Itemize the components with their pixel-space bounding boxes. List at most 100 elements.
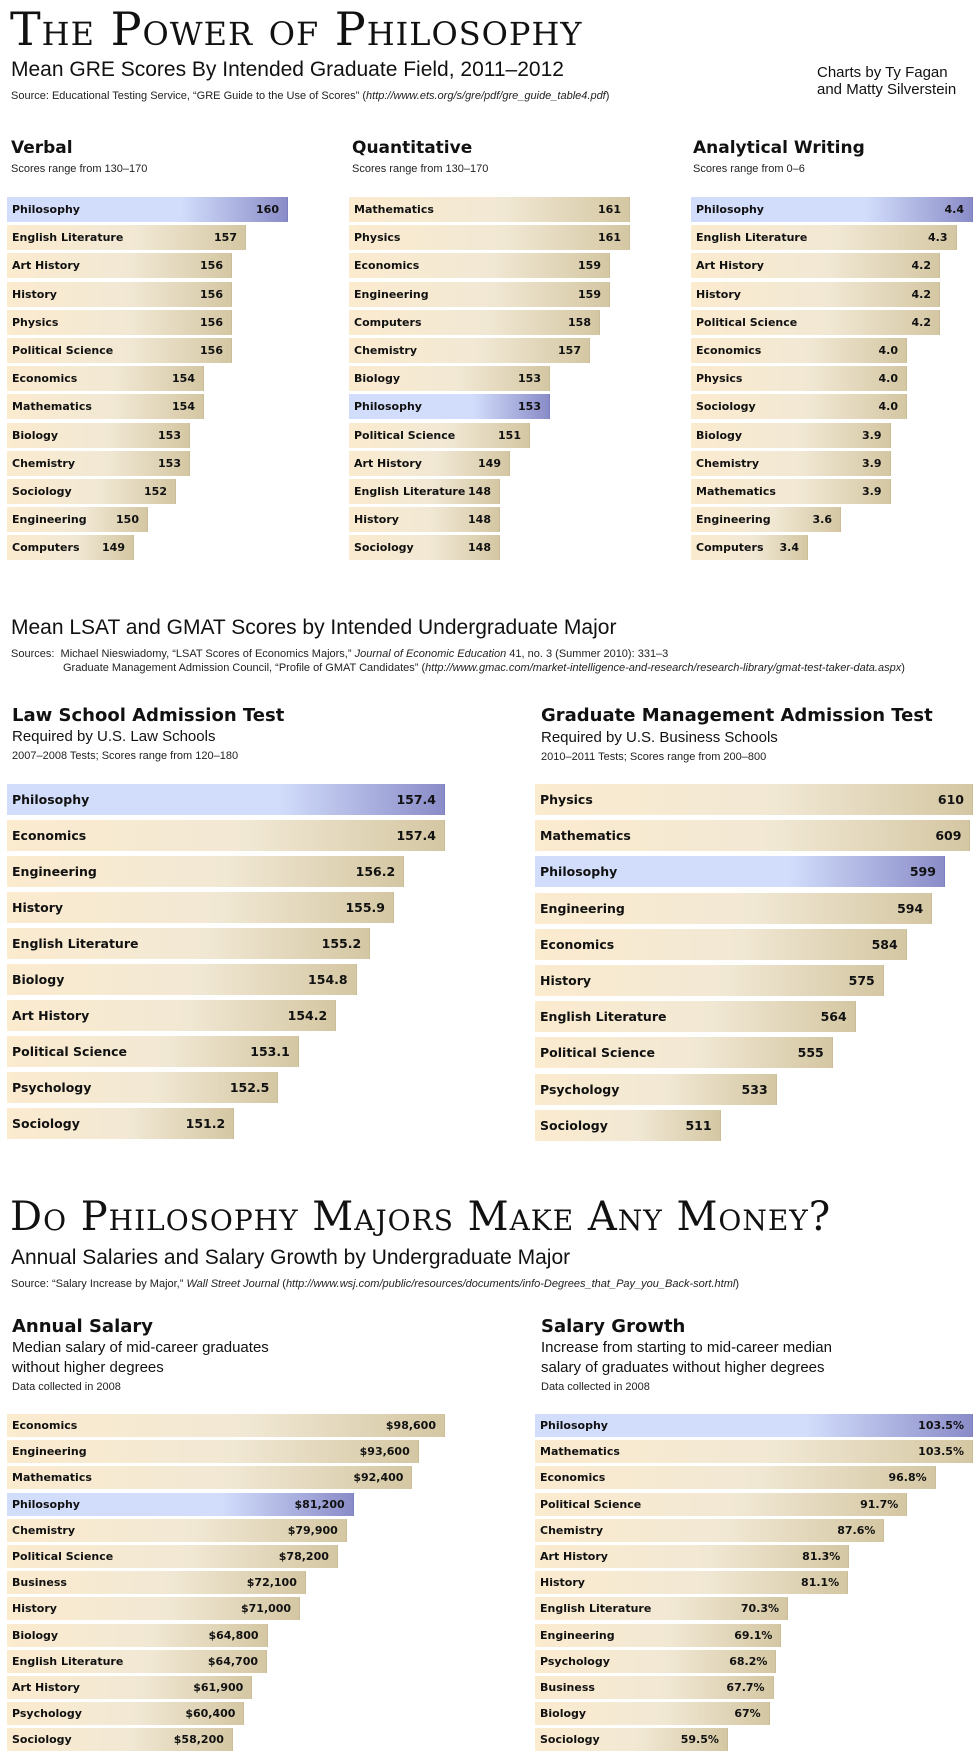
aw-bar: Economics 4.0	[691, 338, 907, 363]
lsat-bar-label: Political Science	[12, 1044, 128, 1059]
quant-bar-value: 161	[598, 231, 621, 245]
verbal-bar-value: 156	[200, 259, 223, 273]
source2-url[interactable]: http://www.gmac.com/market-intelligence-…	[425, 662, 902, 675]
gmat-bar-value: 584	[871, 936, 898, 952]
source-line-2: Graduate Management Admission Council, “…	[11, 661, 905, 675]
growth-bar: Economics 96.8%	[535, 1466, 936, 1490]
aw-title: Analytical Writing	[693, 138, 865, 158]
verbal-bar-label: Physics	[12, 315, 59, 329]
quant-title: Quantitative	[352, 138, 473, 158]
gmat-chart: Physics 610 Mathematics 609 Philosophy 599 Eng…	[535, 784, 975, 1144]
verbal-bar: Philosophy 160	[7, 197, 288, 222]
gmat-title: Graduate Management Admission Test	[541, 705, 933, 726]
aw-bar-label: Philosophy	[696, 203, 764, 216]
salary-title: Annual Salary	[12, 1316, 153, 1337]
gre-subtitle: Mean GRE Scores By Intended Graduate Fie…	[11, 58, 564, 81]
gmat-bar-label: Political Science	[540, 1045, 656, 1061]
gre-source-url[interactable]: http://www.ets.org/s/gre/pdf/gre_guide_t…	[366, 90, 606, 102]
verbal-bar: Political Science 156	[7, 338, 232, 363]
lsat-bar: Economics 157.4	[7, 820, 445, 851]
verbal-bar-value: 160	[256, 203, 279, 216]
growth-bar-label: Mathematics	[540, 1445, 620, 1459]
salary-source-url[interactable]: http://www.wsj.com/public/resources/docu…	[285, 1278, 736, 1290]
salary-desc: Median salary of mid-career graduates wi…	[12, 1338, 269, 1378]
lsat-bar-value: 151.2	[185, 1116, 226, 1131]
lsat-bar-label: Psychology	[12, 1080, 92, 1095]
verbal-chart: Philosophy 160 English Literature 157 Art Hi…	[7, 197, 327, 567]
lsat-bar-label: Sociology	[12, 1116, 80, 1131]
quant-desc: Scores range from 130–170	[352, 163, 489, 175]
growth-desc: Increase from starting to mid-career med…	[541, 1338, 832, 1378]
source2-suffix: )	[901, 662, 905, 675]
verbal-bar-label: Sociology	[12, 485, 72, 498]
quant-bar-label: English Literature	[354, 485, 466, 498]
verbal-bar-value: 156	[200, 344, 223, 357]
source1-suffix: 41, no. 3 (Summer 2010): 331–3	[506, 648, 669, 660]
aw-bar-label: Mathematics	[696, 485, 776, 498]
growth-note: Data collected in 2008	[541, 1381, 650, 1393]
quant-bar-value: 148	[468, 541, 491, 555]
quant-bar: Chemistry 157	[349, 338, 590, 363]
lsat-bar: Psychology 152.5	[7, 1072, 279, 1103]
lsat-bar-value: 156.2	[355, 864, 396, 879]
aw-bar-label: Engineering	[696, 513, 771, 527]
salary-bar-label: Psychology	[12, 1707, 82, 1721]
lsat-bar-label: History	[12, 900, 64, 915]
lsat-bar: Philosophy 157.4	[7, 784, 445, 815]
verbal-bar-value: 152	[144, 485, 167, 498]
growth-bar: Mathematics 103.5%	[535, 1440, 973, 1464]
gmat-bar-value: 594	[897, 900, 924, 916]
money-title: Do Philosophy Majors Make Any Money?	[10, 1194, 832, 1240]
lsat-bar-label: Art History	[12, 1008, 90, 1023]
quant-bar: Biology 153	[349, 366, 550, 392]
lsat-bar-value: 157.4	[396, 828, 436, 843]
growth-bar-label: Philosophy	[540, 1419, 608, 1432]
gmat-bar-value: 511	[685, 1117, 712, 1133]
aw-bar-value: 3.9	[862, 456, 882, 470]
quant-bar-value: 148	[468, 513, 491, 527]
lsat-title: Law School Admission Test	[12, 705, 285, 726]
salary-bar-label: History	[12, 1602, 57, 1616]
verbal-bar-label: History	[12, 287, 57, 301]
growth-bar-value: 70.3%	[740, 1602, 780, 1616]
salary-bar: Economics $98,600	[7, 1414, 445, 1437]
salary-bar-label: Sociology	[12, 1733, 72, 1747]
growth-bar: Engineering 69.1%	[535, 1623, 782, 1647]
salary-bar: English Literature $64,700	[7, 1649, 268, 1673]
salary-bar-label: Biology	[12, 1628, 59, 1642]
growth-bar-label: Psychology	[540, 1654, 610, 1668]
salary-bar-label: Philosophy	[12, 1497, 80, 1511]
quant-bar: Philosophy 153	[349, 394, 550, 420]
salary-bar-label: Political Science	[12, 1550, 114, 1563]
salary-source-prefix: Source: “Salary Increase by Major,”	[11, 1278, 187, 1290]
lsat-bar-label: English Literature	[12, 936, 139, 951]
gmat-bar: Psychology 533	[535, 1073, 777, 1105]
aw-bar-value: 4.4	[944, 203, 965, 216]
salary-bar: Sociology $58,200	[7, 1728, 233, 1752]
salary-bar-label: Mathematics	[12, 1471, 92, 1485]
sources-label: Sources:	[11, 648, 55, 660]
aw-bar-value: 3.9	[862, 428, 882, 442]
aw-bar: Computers 3.4	[691, 535, 808, 561]
salary-bar-label: Art History	[12, 1681, 80, 1694]
growth-bar-label: Biology	[540, 1707, 587, 1721]
verbal-bar-label: English Literature	[12, 231, 124, 245]
aw-bar-label: Physics	[696, 372, 743, 386]
growth-bar-value: 96.8%	[888, 1471, 927, 1485]
lsat-bar: English Literature 155.2	[7, 928, 371, 959]
aw-bar: Mathematics 3.9	[691, 479, 891, 504]
gmat-bar-label: Economics	[540, 936, 615, 952]
salary-bar-value: $71,000	[240, 1602, 292, 1616]
gre-source-suffix: )	[605, 90, 610, 102]
gmat-bar-value: 609	[935, 828, 962, 844]
verbal-title: Verbal	[11, 138, 73, 158]
verbal-bar: Biology 153	[7, 422, 190, 448]
aw-bar-label: Art History	[696, 259, 764, 273]
aw-bar-value: 4.2	[911, 287, 932, 301]
salary-bar-label: Chemistry	[12, 1523, 75, 1537]
growth-bar-value: 81.3%	[802, 1550, 841, 1563]
lsat-bar-value: 154.2	[287, 1008, 328, 1023]
salary-source-journal: Wall Street Journal	[186, 1278, 280, 1290]
verbal-bar: Chemistry 153	[7, 450, 190, 476]
salary-source-suffix: )	[735, 1278, 739, 1290]
